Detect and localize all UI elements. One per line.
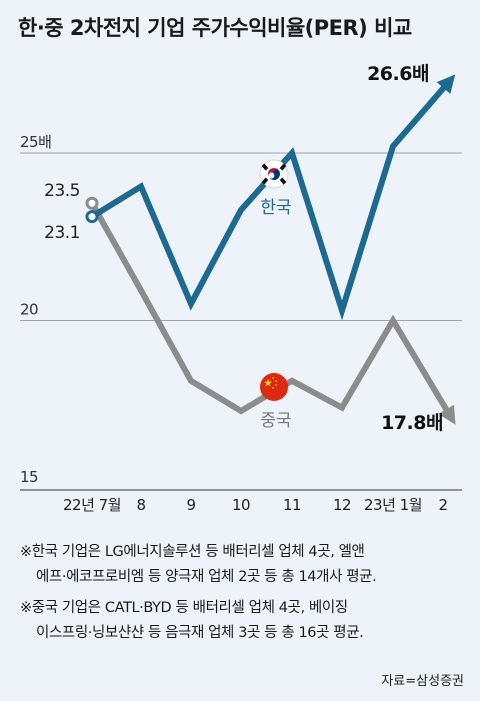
end-label-china: 17.8배 xyxy=(381,412,443,434)
end-label-korea: 26.6배 xyxy=(367,63,429,85)
x-tick-label: 12 xyxy=(333,496,351,514)
x-tick-label: 11 xyxy=(283,496,301,514)
chart-title: 한·중 2차전지 기업 주가수익비율(PER) 비교 xyxy=(18,16,412,40)
x-axis-labels: 22년 7월 8 9 10 11 12 23년 1월 2 xyxy=(63,496,448,514)
y-axis-labels: 25배 20 15 xyxy=(20,133,52,486)
start-point-china xyxy=(85,196,99,210)
source-credit: 자료=삼성증권 xyxy=(381,674,464,689)
x-tick-label: 9 xyxy=(186,496,195,514)
x-tick-label: 2 xyxy=(438,496,447,514)
footnote-korea-line1: ※한국 기업은 LG에너지솔루션 등 배터리셀 업체 4곳, 엘앤 xyxy=(20,544,365,560)
x-tick-label: 22년 7월 xyxy=(63,496,121,514)
start-label-korea: 23.1 xyxy=(44,223,80,243)
footnote-korea-line2: 에프·에코프로비엠 등 양극재 업체 2곳 등 총 14개사 평균. xyxy=(36,569,377,585)
x-tick-label: 10 xyxy=(232,496,250,514)
x-tick-label: 8 xyxy=(136,496,145,514)
x-tick-label: 23년 1월 xyxy=(364,496,422,514)
series-name-korea: 한국 xyxy=(260,198,291,218)
china-flag-icon xyxy=(260,373,288,401)
series-group xyxy=(85,74,456,425)
grid-lines xyxy=(20,152,462,321)
footnote-china: ※중국 기업은 CATL·BYD 등 배터리셀 업체 4곳, 베이징 이스프링·… xyxy=(20,596,364,646)
y-tick-label: 20 xyxy=(20,301,38,319)
start-point-korea xyxy=(85,210,99,224)
series-name-china: 중국 xyxy=(260,411,291,431)
footnote-china-line2: 이스프링·닝보샨샨 등 음극재 업체 3곳 등 총 16곳 평균. xyxy=(36,625,364,641)
start-label-china: 23.5 xyxy=(44,181,80,201)
footnote-korea: ※한국 기업은 LG에너지솔루션 등 배터리셀 업체 4곳, 엘앤 에프·에코프… xyxy=(20,540,377,590)
footnote-china-line1: ※중국 기업은 CATL·BYD 등 배터리셀 업체 4곳, 베이징 xyxy=(20,600,348,616)
y-tick-label: 25배 xyxy=(20,133,51,151)
y-tick-label: 15 xyxy=(20,468,38,486)
line-chart: 25배 20 15 22년 7월 8 9 10 11 12 23년 1월 2 23.1 23.5 26… xyxy=(20,63,462,514)
korea-flag-icon xyxy=(259,159,289,189)
